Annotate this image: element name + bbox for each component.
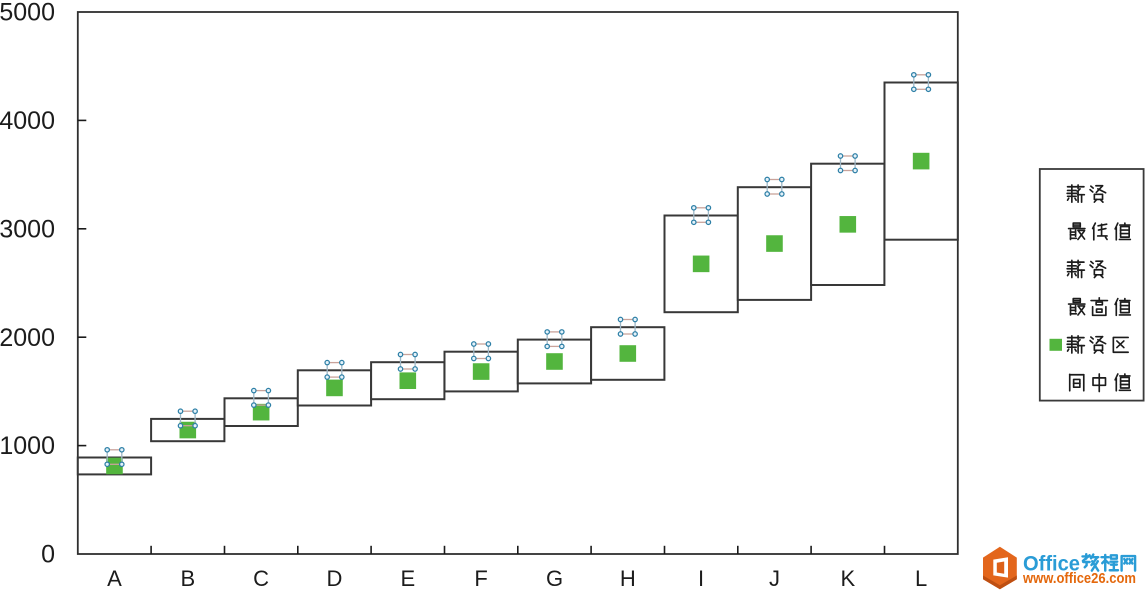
svg-text:C: C xyxy=(253,566,269,591)
svg-text:0: 0 xyxy=(41,541,55,569)
svg-text:H: H xyxy=(620,566,636,591)
svg-text:E: E xyxy=(400,566,415,591)
svg-text:F: F xyxy=(474,566,487,591)
svg-text:K: K xyxy=(840,566,855,591)
svg-text:www.office26.com: www.office26.com xyxy=(1022,570,1136,587)
svg-text:I: I xyxy=(698,566,704,591)
svg-text:G: G xyxy=(546,566,563,591)
svg-text:5000: 5000 xyxy=(0,0,55,27)
svg-text:L: L xyxy=(915,566,927,591)
svg-text:B: B xyxy=(180,566,195,591)
svg-text:D: D xyxy=(327,566,343,591)
svg-text:2000: 2000 xyxy=(0,324,55,352)
svg-text:3000: 3000 xyxy=(0,215,55,243)
svg-text:A: A xyxy=(107,566,122,591)
svg-text:J: J xyxy=(769,566,780,591)
svg-text:Office: Office xyxy=(1023,552,1080,576)
svg-text:1000: 1000 xyxy=(0,432,55,460)
svg-text:4000: 4000 xyxy=(0,107,55,135)
